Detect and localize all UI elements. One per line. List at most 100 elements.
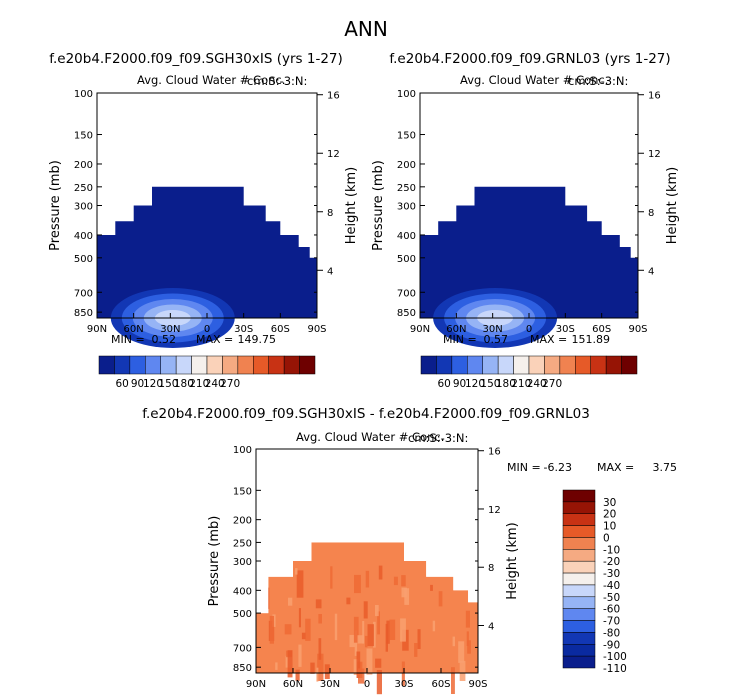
y2-tick-label: 4 xyxy=(327,266,333,277)
y-tick-label: 700 xyxy=(74,288,93,299)
y-tick-label: 500 xyxy=(74,254,93,265)
colorbar-label: 90 xyxy=(453,378,466,390)
difference-streak xyxy=(459,660,466,681)
chart-panel-3: f.e20b4.F2000.f09_f09.SGH30xIS - f.e20b4… xyxy=(142,406,678,695)
colorbar-label: 270 xyxy=(542,378,562,390)
y-tick-label: 850 xyxy=(397,308,416,319)
colorbar-label: -50 xyxy=(603,592,620,604)
filled-region xyxy=(97,186,317,318)
chart-subtitle: Avg. Cloud Water # Conc. xyxy=(460,73,608,87)
y-tick-label: 700 xyxy=(397,288,416,299)
y2-tick-label: 16 xyxy=(488,447,501,458)
min-label: MIN = xyxy=(111,333,145,346)
max-value: 149.75 xyxy=(238,333,277,346)
difference-streak xyxy=(316,667,319,682)
colorbar-box xyxy=(562,513,596,526)
y2-tick-label: 12 xyxy=(488,505,501,516)
x-tick-label: 0 xyxy=(526,324,532,335)
difference-streak xyxy=(334,613,338,641)
max-label: MAX = xyxy=(196,333,233,346)
x-tick-label: 90S xyxy=(628,324,647,335)
difference-streak xyxy=(284,624,292,635)
colorbar-label: -80 xyxy=(603,627,620,639)
colorbar-box xyxy=(562,632,596,645)
difference-streak xyxy=(417,629,421,649)
colorbar-box xyxy=(562,525,596,538)
colorbar-box xyxy=(191,355,208,375)
colorbar-box xyxy=(451,355,468,375)
y2-axis-label: Height (km) xyxy=(344,167,359,244)
chart-panel-2: f.e20b4.F2000.f09_f09.GRNL03 (yrs 1-27) A… xyxy=(371,51,680,390)
difference-streak xyxy=(367,624,374,647)
y2-tick-label: 8 xyxy=(488,563,494,574)
difference-streak xyxy=(401,587,407,598)
difference-streak xyxy=(354,630,358,656)
x-tick-label: 60S xyxy=(431,679,450,690)
colorbar-box xyxy=(562,501,596,514)
colorbar-box xyxy=(562,537,596,550)
colorbar-label: 180 xyxy=(174,378,194,390)
colorbar-box xyxy=(544,355,561,375)
difference-streak xyxy=(373,621,376,648)
colorbar-box xyxy=(562,644,596,657)
max-value: 3.75 xyxy=(653,461,678,474)
x-tick-label: 30N xyxy=(483,324,503,335)
y-tick-label: 500 xyxy=(397,254,416,265)
difference-streak xyxy=(362,621,365,644)
y-tick-label: 150 xyxy=(233,486,252,497)
filled-region xyxy=(420,186,638,318)
colorbar-label: -100 xyxy=(603,651,627,663)
colorbar-box xyxy=(562,655,596,669)
difference-streak xyxy=(375,605,379,617)
difference-streak xyxy=(377,611,380,635)
y-axis-label: Pressure (mb) xyxy=(48,160,63,251)
min-value: 0.57 xyxy=(484,333,509,346)
difference-streak xyxy=(358,668,365,684)
colorbar-label: -20 xyxy=(603,556,620,568)
y-tick-label: 850 xyxy=(233,663,252,674)
x-tick-label: 60N xyxy=(283,679,303,690)
colorbar-label: 180 xyxy=(496,378,516,390)
y2-tick-label: 12 xyxy=(327,149,340,160)
difference-streak xyxy=(357,635,364,644)
difference-streak xyxy=(465,610,470,628)
colorbar-label: 20 xyxy=(603,509,616,521)
difference-streak xyxy=(401,575,406,587)
y-axis-label: Pressure (mb) xyxy=(371,160,386,251)
y-tick-label: 100 xyxy=(397,89,416,100)
colorbar-label: 240 xyxy=(527,378,547,390)
colorbar-box xyxy=(206,355,223,375)
difference-streak xyxy=(295,669,300,681)
colorbar-box xyxy=(253,355,269,375)
units-label: cm:S:-3:N: xyxy=(247,74,307,88)
y-tick-label: 150 xyxy=(74,131,93,142)
colorbar-label: 210 xyxy=(189,378,209,390)
difference-streak xyxy=(318,638,322,660)
colorbar-box xyxy=(98,355,115,375)
chart-panel-1: f.e20b4.F2000.f09_f09.SGH30xIS (yrs 1-27… xyxy=(48,51,359,390)
chart-subtitle: Avg. Cloud Water # Conc. xyxy=(137,73,285,87)
y-tick-label: 700 xyxy=(233,643,252,654)
colorbar-label: 240 xyxy=(205,378,225,390)
x-tick-label: 30N xyxy=(320,679,340,690)
difference-streak xyxy=(438,591,443,607)
difference-streak xyxy=(430,584,433,591)
difference-streak xyxy=(298,644,302,667)
y2-tick-label: 12 xyxy=(648,149,661,160)
y-tick-label: 500 xyxy=(233,609,252,620)
colorbar-box xyxy=(562,608,596,621)
colorbar-label: -60 xyxy=(603,604,620,616)
colorbar-box xyxy=(575,355,591,375)
colorbar-box xyxy=(559,355,576,375)
colorbar-box xyxy=(436,355,453,375)
y2-tick-label: 4 xyxy=(648,266,654,277)
difference-streak xyxy=(324,664,330,679)
units-label: cm:S:-3:N: xyxy=(568,74,628,88)
colorbar-box xyxy=(513,355,530,375)
y2-tick-label: 16 xyxy=(327,91,340,102)
chart-title: f.e20b4.F2000.f09_f09.SGH30xIS (yrs 1-27… xyxy=(49,51,343,67)
chart-title: f.e20b4.F2000.f09_f09.SGH30xIS - f.e20b4… xyxy=(142,406,590,422)
difference-streak xyxy=(366,648,373,675)
y-tick-label: 200 xyxy=(74,160,93,171)
y-tick-label: 250 xyxy=(233,538,252,549)
